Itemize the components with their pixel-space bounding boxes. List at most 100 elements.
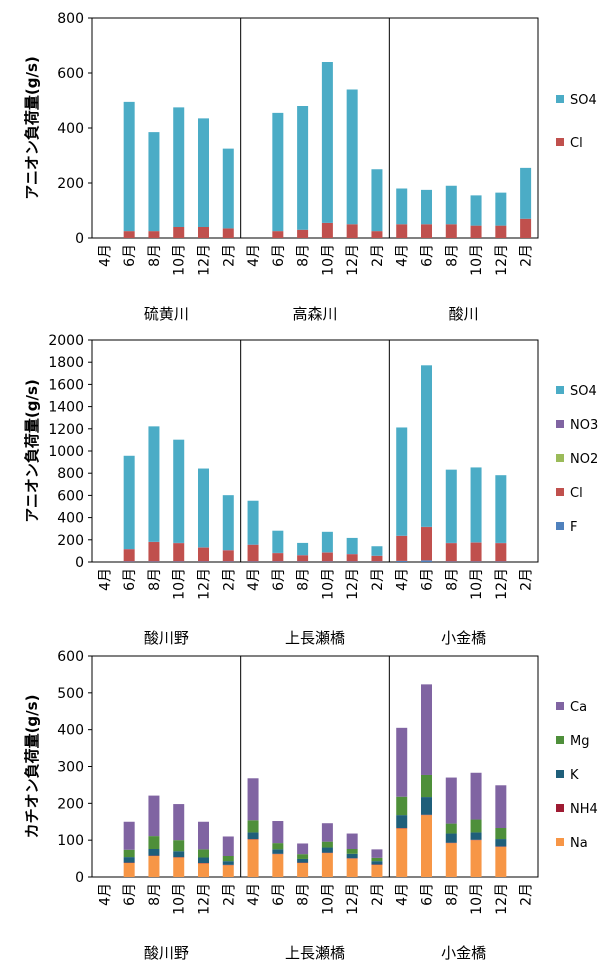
bar-ca [222,836,234,857]
bar-k [198,857,209,864]
bar-cl [173,227,185,238]
bar-mg [396,796,408,816]
bar-k [421,797,432,815]
bar-na [346,858,358,877]
bar-cl [123,549,135,562]
y-tick-label: 100 [57,833,84,849]
bar-so4 [297,542,309,556]
x-tick-label: 2月 [370,883,386,906]
bar-so4 [173,107,185,227]
bar-k [272,849,284,854]
bar-na [247,839,259,877]
bar-so4 [421,189,432,225]
bar-so4 [272,530,284,553]
bar-so4 [396,188,408,225]
bar-so4 [222,148,234,229]
bar-na [321,853,333,877]
legend-swatch-so4 [556,386,564,394]
bar-cl [148,231,160,238]
bar-na [297,863,309,877]
group-label: 高森川 [292,305,337,323]
bar-cl [371,231,383,238]
bar-f [173,561,185,562]
legend-label: Cl [570,486,583,501]
bar-so4 [247,500,259,545]
bar-cl [495,225,507,238]
legend-label: Ca [570,700,587,715]
bar-cl [421,527,432,561]
bar-so4 [520,167,532,219]
bar-mg [445,823,457,834]
bar-so4 [396,427,408,536]
bar-ca [247,778,259,821]
group-label: 酸川野 [144,944,189,962]
bar-mg [173,840,185,852]
legend-label: F [570,520,577,535]
legend-swatch-no3 [556,420,564,428]
legend-label: SO4 [570,93,597,108]
bar-na [148,856,160,877]
x-tick-label: 2月 [221,883,237,906]
bar-so4 [346,537,358,555]
legend-label: Na [570,836,588,851]
y-tick-label: 1000 [48,444,84,460]
y-tick-label: 600 [57,488,84,504]
bar-cl [272,231,284,238]
x-tick-label: 4月 [395,568,411,591]
bar-f [396,560,408,562]
bar-na [272,854,284,877]
x-tick-label: 4月 [246,568,262,591]
x-tick-label: 2月 [519,883,535,906]
bar-f [371,561,383,562]
y-tick-label: 800 [57,11,84,27]
bar-cl [445,543,457,562]
x-tick-label: 8月 [444,883,460,906]
y-tick-label: 0 [75,231,84,247]
x-tick-label: 8月 [444,244,460,267]
y-tick-label: 500 [57,686,84,702]
legend-swatch-ca [556,702,564,710]
bar-cl [371,555,383,562]
legend-label: Cl [570,136,583,151]
x-tick-label: 10月 [320,568,336,600]
y-tick-label: 600 [57,66,84,82]
bar-f [445,561,457,562]
bar-cl [495,543,507,562]
bar-na [445,843,457,877]
x-tick-label: 2月 [519,244,535,267]
legend-label: NO3 [570,418,598,433]
bar-so4 [123,101,135,232]
x-tick-label: 8月 [296,568,312,591]
x-tick-label: 8月 [147,244,163,267]
group-label: 小金橋 [441,944,486,962]
bar-ca [297,843,309,855]
bar-so4 [371,546,383,556]
x-tick-label: 10月 [469,244,485,276]
bar-mg [272,843,284,850]
bar-mg [421,774,432,798]
y-tick-label: 200 [57,533,84,549]
x-tick-label: 10月 [469,883,485,915]
bar-cl [222,228,234,238]
bar-k [123,857,135,863]
bar-f [421,560,432,562]
bar-so4 [148,132,160,232]
bar-na [222,865,234,877]
bar-so4 [222,495,234,551]
y-axis-label: カチオン負荷量(g/s) [23,695,41,839]
bar-k [495,839,507,847]
bar-so4 [445,185,457,225]
bar-so4 [297,106,309,230]
bar-cl [396,224,408,238]
x-tick-label: 10月 [469,568,485,600]
legend-swatch-f [556,522,564,530]
bar-so4 [346,89,358,225]
group-label: 小金橋 [441,629,486,647]
bar-f [297,561,309,562]
x-tick-label: 12月 [197,883,213,915]
bar-so4 [173,439,185,543]
bar-k [297,858,309,863]
bar-k [396,815,408,829]
y-tick-label: 0 [75,555,84,571]
x-tick-label: 6月 [420,883,436,906]
